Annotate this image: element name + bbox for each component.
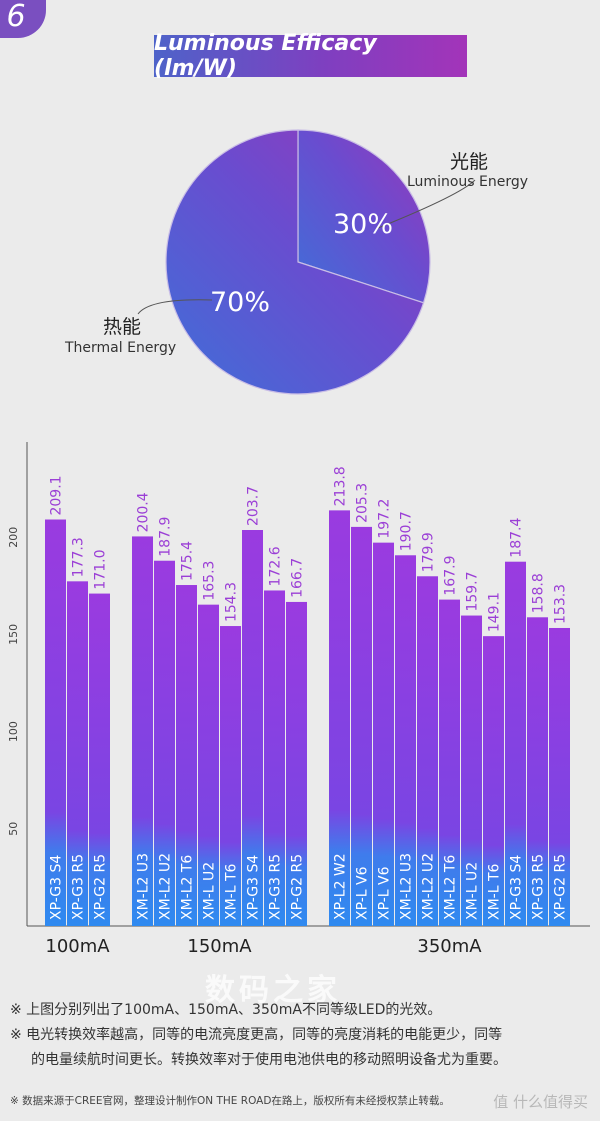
note-line-2: ※ 电光转换效率越高，同等的电流亮度更高，同等的亮度消耗的电能更少，同等 [10,1027,503,1043]
bar-value-label: 197.2 [377,499,393,539]
group-label: 100mA [45,936,110,957]
bar-value-label: 213.8 [333,466,349,506]
group-label: 150mA [187,936,252,957]
bar-value-label: 205.3 [355,483,371,523]
bar-name-label: XM-L2 U2 [158,853,174,920]
bar [198,604,219,926]
bar-name-label: XM-L2 U3 [136,853,152,920]
group-label: 350mA [417,936,482,957]
bar-value-label: 167.9 [443,556,459,596]
y-tick-label: 100 [7,721,20,742]
watermark-center: 数码之家 [205,973,341,1008]
bar-value-label: 172.6 [268,546,284,586]
bar-name-label: XM-L2 U3 [399,853,415,920]
bar [132,536,153,926]
bar [264,590,285,926]
efficacy-bar-chart: 50 100 150 200 209.1 XP-G3 S4 177.3 XP-G3 R5 17… [7,442,590,957]
bar [220,626,241,926]
bar-value-label: 149.1 [487,592,503,632]
bar [549,627,570,926]
bar [461,615,482,926]
pie-slice-luminous [297,129,431,304]
bar-name-label: XP-G2 R5 [290,854,306,920]
site-watermark: 值 什么值得买 [493,1093,588,1111]
bar-value-label: 187.9 [158,517,174,557]
note-line-3: 的电量续航时间更长。转换效率对于使用电池供电的移动照明设备尤为重要。 [31,1052,507,1068]
bar-name-label: XP-G2 R5 [93,854,109,920]
bar-value-label: 190.7 [399,511,415,551]
bar [439,599,460,926]
bar [154,560,175,926]
bar [67,581,88,926]
bar [351,526,372,926]
bar-value-label: 153.3 [553,584,569,624]
bar [527,617,548,926]
thermal-leader-line [137,299,213,315]
bar [242,530,263,926]
bar-value-label: 165.3 [202,561,218,601]
bar-name-label: XM-L U2 [465,862,481,920]
bar-name-label: XP-G3 R5 [268,854,284,920]
bar-name-label: XP-G3 S4 [509,855,525,920]
bar-value-label: 154.3 [224,582,240,622]
bar-value-label: 177.3 [71,537,87,577]
bar-value-label: 209.1 [49,475,65,515]
chart-title: Luminous Efficacy (lm/W) [154,31,467,81]
bar [286,601,307,926]
bar-name-label: XP-L V6 [377,866,393,920]
bar [45,519,66,926]
bar-name-label: XM-L U2 [202,862,218,920]
y-tick-label: 50 [7,822,20,836]
bar [395,555,416,926]
note-line-1: ※ 上图分别列出了100mA、150mA、350mA不同等级LED的光效。 [10,1002,442,1018]
thermal-percent: 70% [210,287,270,318]
bar-value-label: 158.8 [531,573,547,613]
thermal-label-en: Thermal Energy [64,340,176,356]
luminous-leader-line [377,179,476,229]
bar-name-label: XP-G3 R5 [531,854,547,920]
bar-name-label: XP-G3 S4 [246,855,262,920]
bar-name-label: XM-L2 T6 [180,855,196,920]
bar-value-label: 166.7 [290,558,306,598]
bar [483,636,504,926]
bar-name-label: XP-G3 S4 [49,855,65,920]
bar-value-label: 175.4 [180,541,196,581]
bar-value-label: 179.9 [421,532,437,572]
bar-value-label: 203.7 [246,486,262,526]
notes-block: ※ 上图分别列出了100mA、150mA、350mA不同等级LED的光效。 ※ … [10,998,595,1073]
bar [329,510,350,926]
bar [176,585,197,926]
bar-name-label: XM-L2 T6 [443,855,459,920]
pie-slice-thermal [165,129,425,395]
bar-name-label: XP-L2 W2 [333,853,349,920]
bar-name-label: XP-L V6 [355,866,371,920]
luminous-label-en: Luminous Energy [407,174,528,190]
bar-name-label: XP-G3 R5 [71,854,87,920]
bar [373,542,394,926]
bar-name-label: XP-G2 R5 [553,854,569,920]
bar-value-label: 159.7 [465,571,481,611]
bar [505,561,526,926]
luminous-percent: 30% [333,209,393,240]
bar [89,593,110,926]
section-number-badge: 6 [0,0,46,38]
luminous-label-cn: 光能 [450,151,488,173]
bar [417,576,438,926]
bar-name-label: XM-L2 U2 [421,853,437,920]
bar-value-label: 187.4 [509,518,525,558]
source-footer: ※ 数据来源于CREE官网，整理设计制作ON THE ROAD在路上，版权所有未… [10,1095,450,1107]
bar-value-label: 200.4 [136,492,152,532]
y-tick-label: 200 [7,527,20,548]
thermal-label-cn: 热能 [103,316,141,338]
bar-value-label: 171.0 [93,549,109,589]
bar-name-label: XM-L T6 [487,863,503,920]
bar-name-label: XM-L T6 [224,863,240,920]
energy-pie-chart: 30% 70% 光能 Luminous Energy 热能 Thermal En… [64,129,528,395]
y-tick-label: 150 [7,624,20,645]
